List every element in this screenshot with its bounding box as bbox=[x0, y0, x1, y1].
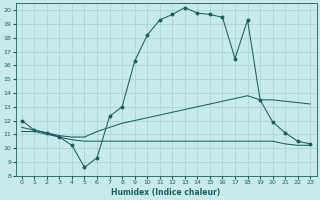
X-axis label: Humidex (Indice chaleur): Humidex (Indice chaleur) bbox=[111, 188, 221, 197]
